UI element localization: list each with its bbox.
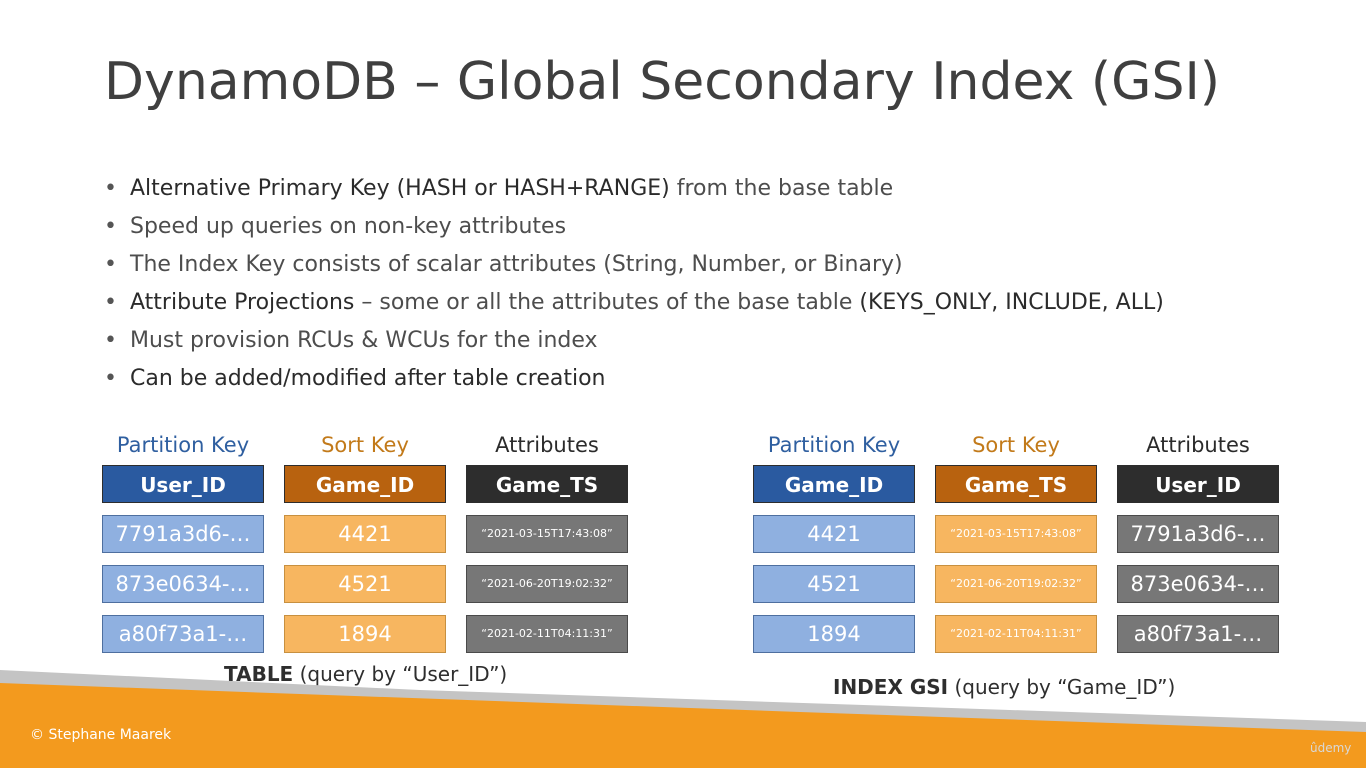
bullet-dot-icon: • bbox=[104, 290, 117, 315]
table-key-name: Game_ID bbox=[284, 465, 446, 503]
index-caption-text: (query by “Game_ID”) bbox=[948, 675, 1176, 699]
index-column-header: Partition Key bbox=[767, 433, 901, 457]
bullet-item: • Must provision RCUs & WCUs for the inde… bbox=[104, 324, 1164, 362]
table-cell: “2021-06-20T19:02:32” bbox=[466, 565, 628, 603]
table-cell: 4521 bbox=[284, 565, 446, 603]
bullet-text: Speed up queries on non-key attributes bbox=[130, 214, 567, 239]
table-cell: a80f73a1-… bbox=[102, 615, 264, 653]
index-column-header: Sort Key bbox=[972, 433, 1060, 457]
bullet-bold: Alternative Primary Key (HASH or HASH+RA… bbox=[130, 176, 670, 201]
table-cell: 7791a3d6-… bbox=[102, 515, 264, 553]
bullet-dot-icon: • bbox=[104, 176, 117, 201]
bullet-item: • Attribute Projections – some or all the… bbox=[104, 286, 1164, 324]
index-cell: 7791a3d6-… bbox=[1117, 515, 1279, 553]
copyright-text: © Stephane Maarek bbox=[30, 727, 172, 743]
table-column-header: Partition Key bbox=[116, 433, 250, 457]
table-column-header: Attributes bbox=[495, 433, 599, 457]
table-key-name: Game_TS bbox=[466, 465, 628, 503]
index-cell: “2021-03-15T17:43:08” bbox=[935, 515, 1097, 553]
index-column-header: Attributes bbox=[1146, 433, 1250, 457]
bullet-bold: Attribute Projections bbox=[130, 290, 355, 315]
index-cell: “2021-02-11T04:11:31” bbox=[935, 615, 1097, 653]
table-key-name: User_ID bbox=[102, 465, 264, 503]
udemy-watermark: ûdemy bbox=[1310, 741, 1352, 755]
bullet-item: • Can be added/modified after table creat… bbox=[104, 362, 1164, 400]
bullet-bold: Can be added/modified after table creati… bbox=[130, 366, 606, 391]
table-caption-text: (query by “User_ID”) bbox=[293, 662, 508, 686]
bullet-item: • Alternative Primary Key (HASH or HASH+R… bbox=[104, 172, 1164, 210]
index-cell: 873e0634-… bbox=[1117, 565, 1279, 603]
index-cell: 4421 bbox=[753, 515, 915, 553]
index-key-name: Game_TS bbox=[935, 465, 1097, 503]
index-caption: INDEX GSI (query by “Game_ID”) bbox=[833, 675, 1175, 699]
bullet-tail: (KEYS_ONLY, INCLUDE, ALL) bbox=[859, 290, 1164, 315]
index-cell: a80f73a1-… bbox=[1117, 615, 1279, 653]
bullet-list: • Alternative Primary Key (HASH or HASH+R… bbox=[104, 172, 1164, 400]
bullet-dot-icon: • bbox=[104, 366, 117, 391]
index-key-name: User_ID bbox=[1117, 465, 1279, 503]
index-cell: 4521 bbox=[753, 565, 915, 603]
index-key-name: Game_ID bbox=[753, 465, 915, 503]
table-cell: 1894 bbox=[284, 615, 446, 653]
slide-title: DynamoDB – Global Secondary Index (GSI) bbox=[104, 52, 1221, 112]
table-cell: “2021-03-15T17:43:08” bbox=[466, 515, 628, 553]
table-cell: “2021-02-11T04:11:31” bbox=[466, 615, 628, 653]
bullet-item: • Speed up queries on non-key attributes bbox=[104, 210, 1164, 248]
bullet-dot-icon: • bbox=[104, 328, 117, 353]
bullet-item: • The Index Key consists of scalar attrib… bbox=[104, 248, 1164, 286]
index-cell: “2021-06-20T19:02:32” bbox=[935, 565, 1097, 603]
bullet-dot-icon: • bbox=[104, 252, 117, 277]
index-cell: 1894 bbox=[753, 615, 915, 653]
table-cell: 4421 bbox=[284, 515, 446, 553]
footer-orange-swoosh bbox=[0, 683, 1366, 768]
index-caption-bold: INDEX GSI bbox=[833, 675, 949, 699]
table-cell: 873e0634-… bbox=[102, 565, 264, 603]
bullet-text: – some or all the attributes of the base… bbox=[354, 290, 860, 315]
table-column-header: Sort Key bbox=[321, 433, 409, 457]
bullet-text: The Index Key consists of scalar attribu… bbox=[130, 252, 903, 277]
bullet-text: from the base table bbox=[669, 176, 894, 201]
bullet-text: Must provision RCUs & WCUs for the index bbox=[130, 328, 598, 353]
bullet-dot-icon: • bbox=[104, 214, 117, 239]
